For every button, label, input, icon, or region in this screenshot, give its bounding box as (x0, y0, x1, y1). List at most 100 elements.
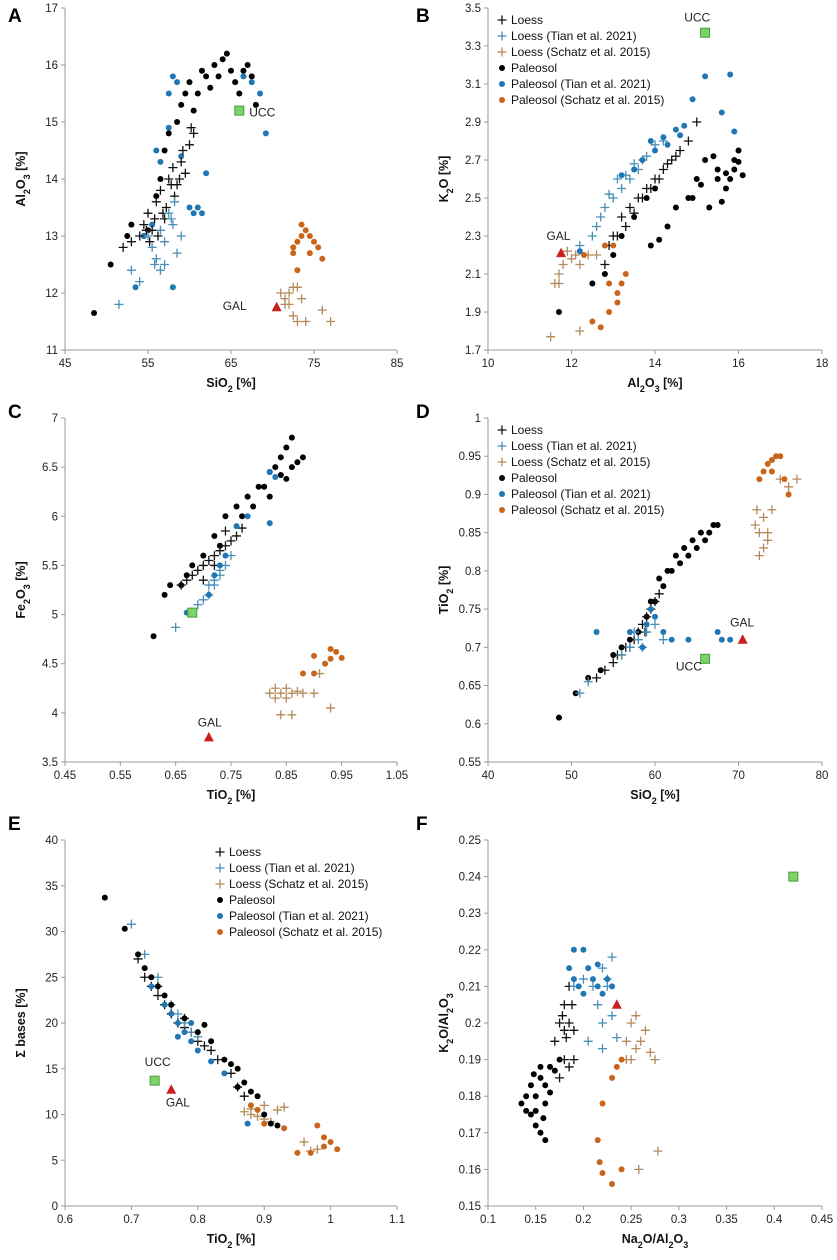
series-ucc (149, 1075, 160, 1086)
point-paleosol_tian (618, 172, 625, 179)
point-paleosol_tian (594, 983, 601, 990)
point-paleosol (523, 1093, 530, 1100)
point-loess_schatz (272, 1105, 282, 1115)
point-loess (209, 551, 219, 561)
point-loess_schatz (281, 693, 291, 703)
x-tick-label: 0.1 (480, 1214, 496, 1226)
point-paleosol_tian (672, 126, 679, 133)
annotation-label: UCC (676, 659, 702, 673)
point-paleosol (537, 1063, 544, 1070)
point-paleosol (556, 1056, 563, 1063)
x-tick-label: 0.3 (671, 1214, 687, 1226)
point-loess_schatz (276, 710, 286, 720)
point-loess_tian (143, 231, 153, 241)
point-paleosol (283, 475, 290, 482)
point-loess_schatz (276, 688, 286, 698)
point-paleosol_tian (244, 1120, 251, 1127)
series-paleosol_schatz (594, 1056, 625, 1188)
point-paleosol_schatz (254, 1106, 261, 1113)
point-loess_schatz (562, 246, 572, 256)
series-loess_tian (575, 136, 668, 250)
point-paleosol_schatz (618, 280, 625, 287)
x-axis-title: TiO2 [%] (207, 788, 256, 806)
x-tick-label: 0.45 (811, 1214, 833, 1226)
y-tick-label: 3.3 (465, 41, 481, 53)
y-axis-title: K2O/Al2O3 (437, 993, 455, 1053)
point-paleosol (672, 204, 679, 211)
y-tick-label: 0.22 (459, 945, 481, 957)
point-paleosol (660, 583, 667, 590)
point-paleosol_schatz (333, 648, 340, 655)
point-paleosol_tian (589, 976, 596, 983)
point-paleosol_tian (174, 79, 181, 86)
point-loess_schatz (546, 332, 556, 342)
point-loess_tian (140, 949, 150, 959)
point-paleosol (518, 1100, 525, 1107)
point-paleosol_tian (731, 128, 738, 135)
y-tick-label: 1 (475, 413, 481, 425)
point-paleosol (135, 951, 142, 958)
point-paleosol_schatz (781, 476, 788, 483)
point-paleosol (190, 107, 197, 114)
point-paleosol (664, 223, 671, 230)
point-paleosol (727, 176, 734, 182)
point-loess (692, 117, 702, 127)
point-paleosol_schatz (306, 233, 313, 239)
y-tick-label: 0.6 (465, 719, 481, 731)
legend-label: Loess (Schatz et al. 2015) (511, 45, 650, 59)
legend-swatch-paleosol_tian (499, 491, 505, 497)
point-loess_tian (160, 260, 170, 269)
x-tick-label: 65 (225, 358, 238, 370)
point-paleosol (200, 552, 207, 559)
point-paleosol (610, 252, 617, 258)
point-loess_tian (583, 1036, 593, 1046)
point-paleosol (157, 176, 164, 182)
point-loess (567, 1000, 577, 1010)
point-paleosol (735, 158, 742, 165)
legend-label: Paleosol (Tian et al. 2021) (229, 909, 369, 923)
point-paleosol (182, 90, 189, 97)
point-loess_schatz (326, 317, 336, 326)
point-paleosol (167, 582, 174, 589)
point-paleosol (547, 1063, 554, 1070)
legend-label: Loess (Schatz et al. 2015) (229, 877, 368, 891)
point-loess (654, 589, 664, 599)
point-paleosol_tian (165, 90, 172, 97)
point-paleosol_schatz (320, 1143, 327, 1150)
point-paleosol (267, 1120, 274, 1127)
point-paleosol_tian (174, 1020, 181, 1026)
legend-label: Paleosol (Schatz et al. 2015) (229, 925, 382, 939)
legend-label: Loess (511, 13, 543, 27)
point-paleosol_tian (257, 90, 264, 97)
y-tick-label: 3.1 (465, 79, 481, 91)
point-loess (654, 174, 664, 184)
y-axis-title: TiO2 [%] (437, 566, 455, 615)
point-paleosol (710, 153, 717, 160)
point-ucc (234, 105, 245, 116)
series-loess_schatz (265, 669, 336, 720)
point-loess_tian (204, 580, 214, 590)
point-paleosol (241, 1079, 248, 1086)
series-ucc (700, 27, 711, 38)
point-loess (213, 1055, 223, 1065)
point-loess_tian (176, 231, 186, 241)
point-paleosol (277, 454, 284, 461)
point-loess_tian (592, 222, 602, 231)
point-loess_tian (598, 1044, 608, 1054)
point-paleosol_tian (643, 621, 650, 628)
point-paleosol (542, 1137, 549, 1144)
point-loess_schatz (575, 260, 585, 269)
point-loess (185, 140, 194, 150)
legend-label: Loess (Schatz et al. 2015) (511, 455, 650, 469)
point-gal (556, 247, 567, 258)
point-paleosol_tian (639, 157, 646, 163)
point-paleosol_schatz (299, 670, 306, 677)
x-tick-label: 10 (482, 358, 495, 370)
point-paleosol_schatz (298, 233, 305, 239)
legend-swatch-paleosol_tian (217, 913, 223, 919)
point-loess_schatz (253, 1111, 263, 1121)
annotation-label: GAL (223, 299, 247, 313)
point-loess_schatz (279, 1102, 289, 1112)
point-loess_schatz (280, 294, 290, 304)
point-paleosol_schatz (294, 267, 301, 274)
